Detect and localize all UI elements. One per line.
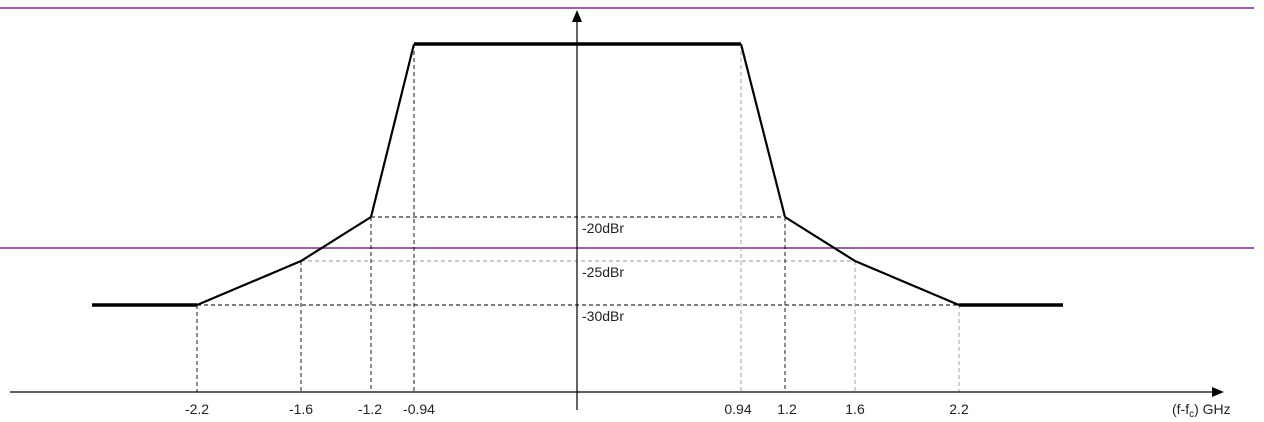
mask-segment — [855, 261, 959, 305]
level-labels: -20dBr -25dBr -30dBr — [582, 220, 624, 324]
y-axis-arrow — [572, 10, 582, 22]
x-tick-label: -2.2 — [185, 401, 209, 417]
mask-segment — [197, 261, 301, 305]
guide-lines — [197, 44, 959, 392]
x-axis-label-suffix: ) GHz — [1194, 401, 1231, 417]
level-label: -20dBr — [582, 220, 624, 236]
level-label: -25dBr — [582, 264, 624, 280]
x-tick-label: 1.6 — [845, 401, 865, 417]
x-tick-label: 1.2 — [777, 401, 797, 417]
x-axis-label: (f-fc) GHz — [1172, 401, 1231, 420]
x-tick-label: 0.94 — [724, 401, 751, 417]
x-tick-label: -1.6 — [289, 401, 313, 417]
x-tick-label: 2.2 — [949, 401, 969, 417]
mask-segment — [371, 44, 414, 217]
x-axis-label-prefix: (f-f — [1172, 401, 1189, 417]
x-tick-label: -0.94 — [403, 401, 435, 417]
x-axis-arrow — [1212, 387, 1224, 397]
level-label: -30dBr — [582, 308, 624, 324]
mask-segment — [741, 44, 785, 217]
x-tick-label: -1.2 — [358, 401, 382, 417]
mask-segment — [301, 217, 371, 261]
mask-segment — [785, 217, 855, 261]
